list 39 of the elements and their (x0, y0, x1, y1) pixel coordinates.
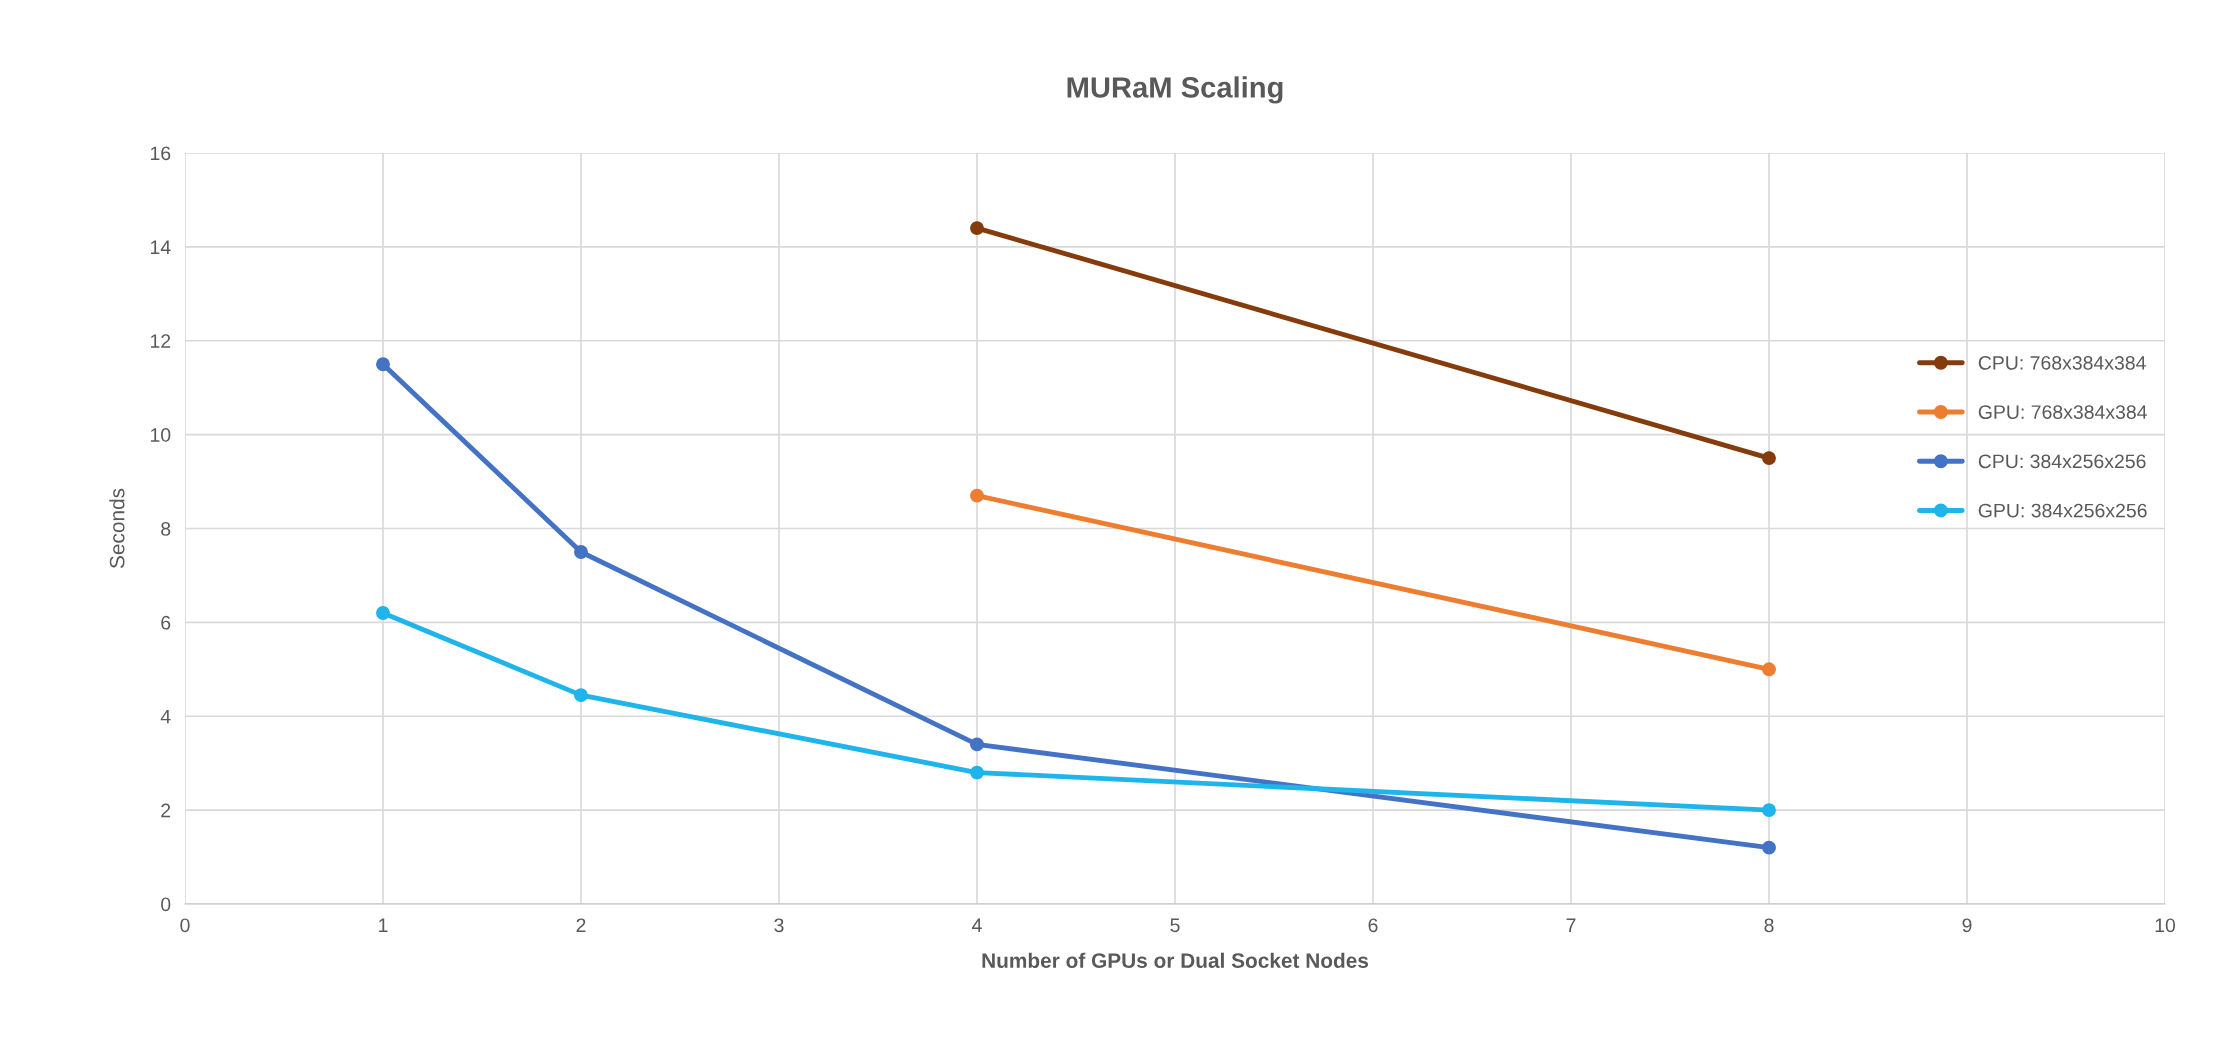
y-tick-label: 4 (160, 709, 171, 724)
point (376, 606, 390, 620)
point (970, 765, 984, 780)
y-tick-label: 14 (150, 240, 171, 254)
x-tick-label: 10 (2155, 918, 2176, 933)
y-tick-label: 2 (161, 803, 171, 818)
x-tick-label: 8 (1764, 918, 1774, 933)
y-tick-label: 6 (161, 615, 171, 630)
x-tick-label: 1 (379, 918, 388, 932)
legend-label: GPU: 768x384x384 (1978, 405, 2147, 419)
x-axis-title: Number of GPUs or Dual Socket Nodes (982, 952, 1369, 968)
point (1762, 451, 1776, 466)
point (970, 221, 984, 236)
x-tick-label: 6 (1368, 918, 1378, 933)
point (574, 545, 588, 559)
point (376, 357, 390, 372)
point (1762, 803, 1776, 818)
legend-label: CPU: 384x256x256 (1978, 454, 2146, 469)
x-tick-label: 5 (1170, 918, 1180, 933)
x-tick-label: 3 (774, 918, 784, 933)
x-tick-label: 4 (972, 918, 982, 932)
x-tick-label: 9 (1962, 918, 1972, 933)
point (1762, 840, 1776, 855)
point (970, 488, 984, 503)
x-tick-label: 0 (180, 918, 190, 933)
x-tick-label: 7 (1566, 918, 1576, 932)
y-tick-label: 0 (161, 897, 171, 912)
y-tick-label: 8 (161, 521, 171, 536)
y-axis-title: Seconds (109, 488, 125, 569)
y-tick-label: 12 (150, 334, 171, 348)
point (970, 737, 984, 752)
legend-label: CPU: 768x384x384 (1978, 355, 2146, 370)
legend-label: GPU: 384x256x256 (1978, 503, 2147, 518)
point (574, 688, 588, 703)
y-tick-label: 16 (150, 146, 171, 161)
point (1762, 662, 1776, 677)
x-tick-label: 2 (576, 918, 586, 932)
chart-title: MURaM Scaling (1067, 76, 1283, 104)
y-tick-label: 10 (150, 428, 171, 442)
